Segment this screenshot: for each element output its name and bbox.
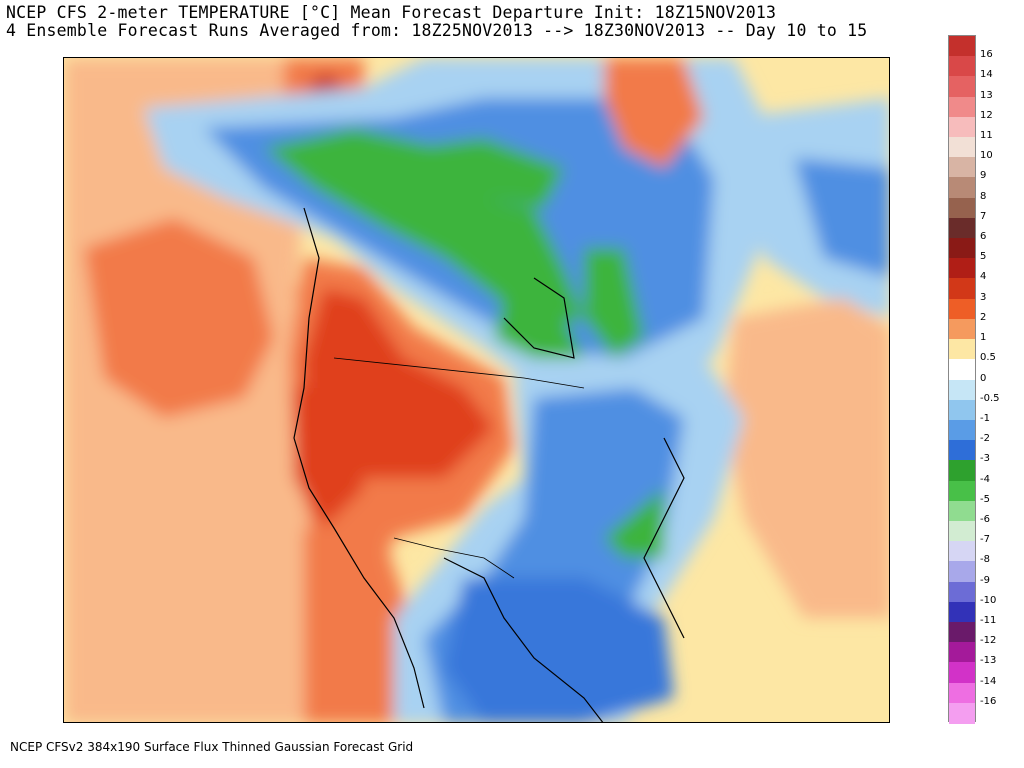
legend-swatch [949, 258, 975, 280]
legend-label: -3 [980, 453, 990, 465]
legend-swatch [949, 278, 975, 300]
legend-label: -9 [980, 574, 990, 586]
legend-label: 1 [980, 332, 987, 344]
legend-swatch [949, 541, 975, 563]
legend-label: 7 [980, 210, 987, 222]
legend-label: -4 [980, 473, 990, 485]
legend-swatch [949, 379, 975, 401]
legend-label: -8 [980, 554, 990, 566]
legend-swatch [949, 480, 975, 502]
legend-label: -11 [980, 614, 997, 626]
quebec-cold-green [584, 248, 644, 358]
legend-label: -7 [980, 534, 990, 546]
legend-swatch [949, 177, 975, 199]
anomaly-field-svg [64, 58, 889, 722]
legend-swatch [949, 36, 975, 57]
legend-label: 2 [980, 311, 987, 323]
grid-footer-note: NCEP CFSv2 384x190 Surface Flux Thinned … [10, 740, 414, 754]
legend-swatch [949, 601, 975, 623]
legend-swatch [949, 56, 975, 78]
legend-label: 9 [980, 170, 987, 182]
legend-swatch [949, 642, 975, 664]
legend-label: 14 [980, 69, 993, 81]
legend-swatch [949, 621, 975, 643]
legend-swatch [949, 197, 975, 219]
legend-label: 12 [980, 109, 993, 121]
legend-swatch [949, 440, 975, 462]
legend-label: -14 [980, 675, 997, 687]
legend-label: -16 [980, 695, 997, 707]
canada-cold-green-1 [264, 128, 584, 328]
atlantic-cold-mid [794, 158, 889, 278]
map-title-line-2: 4 Ensemble Forecast Runs Averaged from: … [6, 21, 868, 40]
legend-label: 8 [980, 190, 987, 202]
legend-label: -1 [980, 412, 990, 424]
legend-swatch [949, 399, 975, 421]
legend-swatch [949, 157, 975, 179]
legend-label: 11 [980, 130, 993, 142]
legend-label: -5 [980, 493, 990, 505]
atlantic-warm-area [724, 298, 889, 618]
legend-swatch [949, 76, 975, 98]
legend-label: 0.5 [980, 352, 996, 364]
legend-swatch [949, 137, 975, 159]
temperature-anomaly-map [63, 57, 890, 723]
legend-label: 10 [980, 150, 993, 162]
east-coastline [643, 437, 685, 639]
legend-label: 3 [980, 291, 987, 303]
southeast-us-cold-green [604, 488, 664, 558]
legend-label: -6 [980, 513, 990, 525]
legend-swatch [949, 419, 975, 441]
legend-swatch [949, 520, 975, 542]
arctic-islands-green [404, 138, 564, 208]
legend-swatch [949, 298, 975, 320]
legend-label: 13 [980, 89, 993, 101]
legend-swatch [949, 460, 975, 482]
map-title-line-1: NCEP CFS 2-meter TEMPERATURE [°C] Mean F… [6, 3, 777, 22]
legend-swatch [949, 702, 975, 724]
legend-label: -10 [980, 594, 997, 606]
legend-swatch [949, 217, 975, 239]
legend-label: 6 [980, 231, 987, 243]
legend-swatch [949, 682, 975, 704]
legend-swatch [949, 561, 975, 583]
coastlines [293, 207, 685, 722]
legend-swatch [949, 662, 975, 684]
greenland-warm-area [604, 58, 704, 168]
legend-label: 4 [980, 271, 987, 283]
legend-label: 16 [980, 49, 993, 61]
legend-label: -2 [980, 433, 990, 445]
legend-swatch [949, 96, 975, 118]
legend-swatch [949, 318, 975, 340]
hudson-bay-coastline [503, 277, 575, 359]
legend-swatch [949, 238, 975, 260]
legend-swatch [949, 359, 975, 381]
legend-label: 5 [980, 251, 987, 263]
legend-label: -12 [980, 635, 997, 647]
color-scale-legend [948, 35, 976, 724]
west-coastline [293, 207, 425, 709]
us-canada-border [333, 357, 585, 389]
legend-swatch [949, 500, 975, 522]
hudson-cold-green [494, 298, 584, 358]
legend-swatch [949, 339, 975, 361]
legend-label: 0 [980, 372, 987, 384]
legend-label: -0.5 [980, 392, 1000, 404]
legend-label: -13 [980, 655, 997, 667]
legend-swatch [949, 116, 975, 138]
borders [333, 357, 585, 579]
us-mexico-border [393, 537, 515, 579]
legend-swatch [949, 581, 975, 603]
mexico-coastline [443, 557, 604, 722]
pacific-warm-core [84, 218, 274, 418]
